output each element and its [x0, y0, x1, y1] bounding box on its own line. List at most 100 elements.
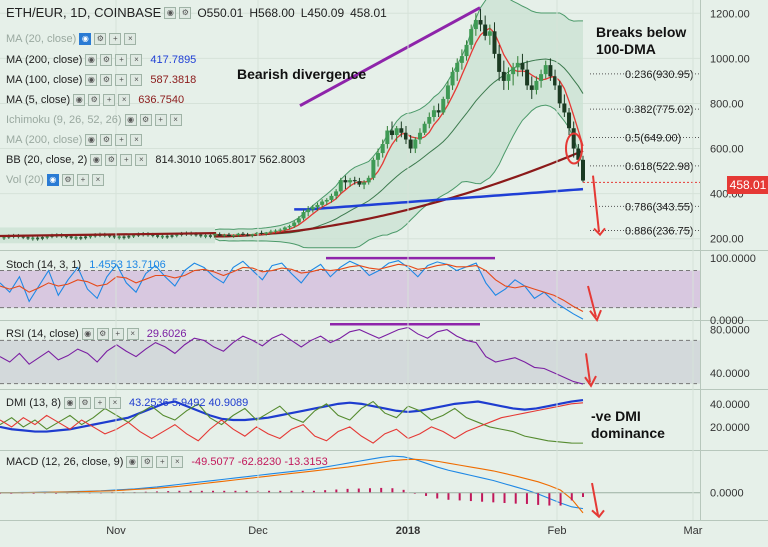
- indicator-ichimoku-label[interactable]: Ichimoku (9, 26, 52, 26): [6, 114, 122, 126]
- indicator-ma200-label[interactable]: MA (200, close): [6, 54, 83, 66]
- eye-icon[interactable]: ◉: [73, 94, 86, 106]
- indicator-ma100-label[interactable]: MA (100, close): [6, 74, 83, 86]
- macd-histogram-bar: [346, 488, 349, 493]
- close-icon[interactable]: ×: [91, 174, 104, 186]
- eye-icon[interactable]: ◉: [124, 114, 137, 126]
- add-icon[interactable]: +: [111, 328, 124, 340]
- close-icon[interactable]: ×: [109, 397, 122, 409]
- candle-body: [222, 234, 227, 236]
- fib-level-label: 0.5(649.00): [625, 132, 681, 144]
- settings-icon[interactable]: ⚙: [141, 456, 154, 468]
- close-icon[interactable]: ×: [169, 114, 182, 126]
- candle-body-early: [2, 236, 6, 239]
- add-icon[interactable]: +: [154, 114, 167, 126]
- settings-icon[interactable]: ⚙: [100, 134, 113, 146]
- close-icon[interactable]: ×: [130, 134, 143, 146]
- rsi-label[interactable]: RSI (14, close): [6, 328, 79, 340]
- symbol-label: ETH/EUR, 1D, COINBASE: [6, 5, 162, 20]
- eye-icon[interactable]: ◉: [90, 154, 103, 166]
- settings-icon[interactable]: ⚙: [100, 54, 113, 66]
- indicator-ma100-value: 587.3818: [150, 74, 197, 86]
- settings-icon[interactable]: ⚙: [139, 114, 152, 126]
- rsi-tick-label: 40.0000: [710, 368, 750, 380]
- eye-icon[interactable]: ◉: [85, 134, 98, 146]
- candle-body: [334, 191, 339, 196]
- candle-body: [278, 229, 283, 231]
- candle-body: [348, 180, 353, 183]
- settings-icon[interactable]: ⚙: [100, 74, 113, 86]
- indicator-vol-label[interactable]: Vol (20): [6, 174, 44, 186]
- ma5-line: [214, 27, 584, 236]
- macd-histogram-bar: [503, 492, 506, 503]
- close-icon[interactable]: ×: [130, 74, 143, 86]
- macd-histogram-bar: [268, 490, 271, 493]
- settings-icon[interactable]: ⚙: [61, 174, 74, 186]
- macd-label[interactable]: MACD (12, 26, close, 9): [6, 456, 124, 468]
- settings-icon[interactable]: ⚙: [94, 33, 107, 45]
- add-icon[interactable]: +: [76, 174, 89, 186]
- candle-body-early: [160, 235, 164, 238]
- indicator-ma5-label[interactable]: MA (5, close): [6, 94, 71, 106]
- settings-icon[interactable]: ⚙: [105, 154, 118, 166]
- candle-body-early: [31, 237, 35, 240]
- stoch-label[interactable]: Stoch (14, 3, 1): [6, 259, 82, 271]
- eye-icon[interactable]: ◉: [79, 33, 92, 45]
- candle-body: [371, 159, 376, 178]
- candle-body: [469, 29, 474, 45]
- price-tick-label: 600.00: [710, 144, 744, 156]
- candle-body: [478, 20, 483, 25]
- x-tick-label: Nov: [106, 525, 126, 537]
- candle-body: [557, 85, 562, 104]
- candle-body: [320, 201, 325, 205]
- close-icon[interactable]: ×: [130, 54, 143, 66]
- candle-body: [553, 76, 558, 86]
- add-icon[interactable]: +: [120, 154, 133, 166]
- close-icon[interactable]: ×: [118, 94, 131, 106]
- eye-icon[interactable]: ◉: [81, 328, 94, 340]
- add-icon[interactable]: +: [115, 134, 128, 146]
- eye-icon[interactable]: ◉: [64, 397, 77, 409]
- close-icon[interactable]: ×: [124, 33, 137, 45]
- close-icon[interactable]: ×: [135, 154, 148, 166]
- eye-icon[interactable]: ◉: [85, 54, 98, 66]
- eye-icon[interactable]: ◉: [85, 74, 98, 86]
- settings-icon[interactable]: ⚙: [88, 94, 101, 106]
- add-icon[interactable]: +: [94, 397, 107, 409]
- add-icon[interactable]: +: [115, 74, 128, 86]
- dmi-legend: DMI (13, 8) ◉ ⚙ + × 43.2536 5.9492 40.9089: [0, 396, 300, 410]
- candle-body: [380, 144, 385, 154]
- indicator-ma20-label[interactable]: MA (20, close): [6, 33, 77, 45]
- candle-body: [455, 62, 460, 72]
- add-icon[interactable]: +: [156, 456, 169, 468]
- candle-body: [385, 130, 390, 145]
- close-icon[interactable]: ×: [171, 456, 184, 468]
- indicator-bb-label[interactable]: BB (20, close, 2): [6, 154, 88, 166]
- dmi-label[interactable]: DMI (13, 8): [6, 397, 62, 409]
- eye-icon[interactable]: ◉: [46, 174, 59, 186]
- indicator-ma200-value: 417.7895: [150, 54, 197, 66]
- candle-body: [394, 128, 399, 136]
- candle-body: [301, 212, 306, 219]
- settings-icon[interactable]: ⚙: [79, 397, 92, 409]
- stoch-series--k: [0, 260, 584, 320]
- candle-body: [436, 110, 441, 113]
- candle-body: [264, 232, 269, 234]
- dmi-series-adx: [0, 399, 584, 433]
- add-icon[interactable]: +: [109, 33, 122, 45]
- candle-body: [525, 69, 530, 86]
- candle-body-early: [79, 236, 83, 239]
- indicator-ma200b-label[interactable]: MA (200, close): [6, 134, 83, 146]
- ohlc-high: H568.00: [249, 6, 295, 20]
- add-icon[interactable]: +: [115, 54, 128, 66]
- bollinger-upper-line: [214, 0, 584, 231]
- settings-icon[interactable]: ⚙: [179, 7, 192, 19]
- close-icon[interactable]: ×: [126, 328, 139, 340]
- candle-body: [473, 20, 478, 30]
- candle-body-early: [208, 235, 212, 237]
- add-icon[interactable]: +: [103, 94, 116, 106]
- down-arrow-shaft: [592, 175, 600, 233]
- eye-icon[interactable]: ◉: [126, 456, 139, 468]
- eye-icon[interactable]: ◉: [164, 7, 177, 19]
- settings-icon[interactable]: ⚙: [96, 328, 109, 340]
- candle-body: [445, 85, 450, 99]
